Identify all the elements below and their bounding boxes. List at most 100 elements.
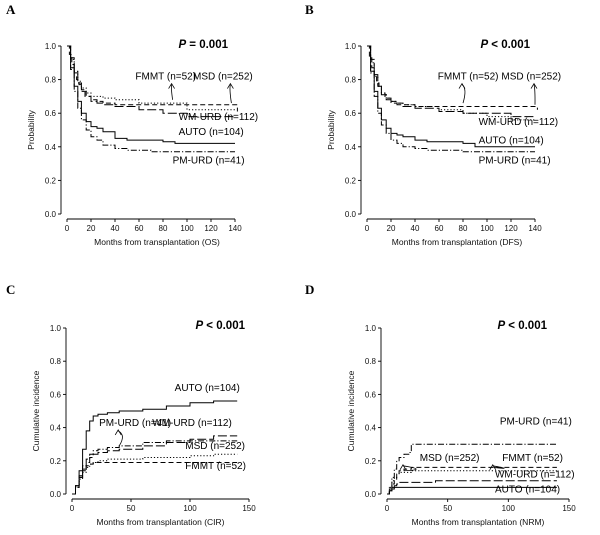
y-tick-label: 0.8 [50,357,62,366]
series-line-fmmt-n-52 [387,466,557,495]
y-axis-title: Cumulative incidence [346,370,356,451]
panel-letter-b: B [305,2,314,17]
y-tick-label: 0.6 [345,109,357,118]
arrow-head [114,429,122,436]
series-line-msd-n-252 [387,470,557,495]
series-label-wm-urd-n-112: WM-URD (n=112) [152,418,232,429]
series-line-wm-urd-n-112 [67,45,235,118]
x-tick-label: 50 [443,504,452,513]
x-tick-label: 120 [504,224,518,233]
x-tick-label: 100 [480,224,494,233]
x-tick-label: 50 [127,504,136,513]
series-line-pm-urd-n-41 [67,45,235,153]
panel-c: C 0.0 0.2 0.4 0.6 0.8 1.0 0 50 100 150 Months from … [6,282,256,527]
x-tick-label: 20 [87,224,96,233]
panel-letter-d: D [305,282,314,297]
x-tick-label: 80 [459,224,468,233]
series-line-auto-n-104 [67,45,235,144]
x-tick-label: 0 [365,224,370,233]
series-line-fmmt-n-52 [367,45,535,121]
x-tick-label: 60 [435,224,444,233]
x-tick-label: 80 [159,224,168,233]
x-tick-label: 20 [387,224,396,233]
x-tick-label: 100 [502,504,516,513]
panel-letter-c: C [6,282,15,297]
x-axis-title: Months from transplantation (CIR) [96,517,224,527]
p-value-label: P < 0.001 [195,320,245,332]
x-tick-label: 140 [228,224,242,233]
series-label-pm-urd-n-41: PM-URD (n=41) [479,156,551,167]
series-label-fmmt-n-52: FMMT (n=52) [502,453,563,464]
x-tick-label: 140 [528,224,542,233]
p-value-label: P < 0.001 [497,320,547,332]
y-tick-label: 0.0 [365,490,377,499]
series-label-wm-urd-n-112: WM-URD (n=112) [179,112,259,123]
x-tick-label: 40 [411,224,420,233]
x-tick-label: 0 [65,224,70,233]
x-axis-title: Months from transplantation (NRM) [412,517,545,527]
y-axis-title: Probability [326,109,336,149]
series-label-msd-n-252: MSD (n=252) [185,441,245,452]
p-value-label: P < 0.001 [480,39,530,51]
series-line-pm-urd-n-41 [367,45,535,153]
series-line-auto-n-104 [72,400,238,495]
y-tick-label: 1.0 [45,42,57,51]
series-label-wm-urd-n-112: WM-URD (n=112) [495,469,575,480]
y-tick-label: 0.8 [345,76,357,85]
y-axis-title: Cumulative incidence [31,370,41,451]
y-tick-label: 0.6 [45,109,57,118]
arrow-head [399,464,407,471]
x-tick-label: 0 [70,504,75,513]
arrow-head [530,82,538,89]
series-label-pm-urd-n-41: PM-URD (n=41) [173,156,245,167]
series-line-auto-n-104 [367,45,535,148]
y-tick-label: 1.0 [50,324,62,333]
x-tick-label: 150 [242,504,256,513]
y-tick-label: 0.0 [345,210,357,219]
panel-b: B 0.0 0.2 0.4 0.6 0.8 1.0 0 20 40 60 80 100 120 140 Mon… [305,2,561,247]
y-tick-label: 1.0 [365,324,377,333]
arrow-head [227,82,234,89]
series-line-pm-urd-n-41 [72,440,238,495]
y-tick-label: 0.2 [365,457,377,466]
series-line-msd-n-252 [72,453,238,495]
x-tick-label: 100 [183,504,197,513]
y-tick-label: 0.4 [50,424,62,433]
series-line-fmmt-n-52 [72,462,238,495]
series-label-wm-urd-n-112: WM-URD (n=112) [479,117,559,128]
series-label-auto-n-104: AUTO (n=104) [495,484,560,495]
x-tick-label: 120 [204,224,218,233]
y-tick-label: 0.6 [50,390,62,399]
x-axis-title: Months from transplantation (OS) [94,237,220,247]
y-tick-label: 0.2 [45,176,57,185]
series-label-msd-n-252: MSD (n=252) [193,72,253,83]
y-axis-title: Probability [26,109,36,149]
x-tick-label: 60 [135,224,144,233]
x-tick-label: 100 [180,224,194,233]
y-tick-label: 0.2 [50,457,62,466]
x-tick-label: 40 [111,224,120,233]
annotation-arrow [171,84,173,100]
series-label-auto-n-104: AUTO (n=104) [175,383,240,394]
panel-d: D 0.0 0.2 0.4 0.6 0.8 1.0 0 50 100 150 Months from … [305,282,576,527]
series-label-fmmt-n-52: FMMT (n=52) [438,72,499,83]
annotation-arrow [492,465,505,469]
series-line-auto-n-104 [387,486,557,495]
y-tick-label: 0.8 [45,76,57,85]
x-tick-label: 150 [562,504,576,513]
y-tick-label: 0.2 [345,176,357,185]
x-axis-title: Months from transplantation (DFS) [392,237,523,247]
series-label-msd-n-252: MSD (n=252) [420,453,480,464]
p-value-label: P = 0.001 [178,39,228,51]
y-tick-label: 0.8 [365,357,377,366]
series-label-fmmt-n-52: FMMT (n=52) [135,72,196,83]
series-label-auto-n-104: AUTO (n=104) [479,135,544,146]
y-tick-label: 0.4 [365,424,377,433]
y-tick-label: 0.6 [365,390,377,399]
annotation-arrow [402,465,417,472]
arrow-head [489,464,497,471]
annotation-arrow [229,84,232,104]
panel-a: A 0.0 0.2 0.4 0.6 0.8 1.0 0 20 40 60 80 100 120 140 Mon… [6,2,258,247]
